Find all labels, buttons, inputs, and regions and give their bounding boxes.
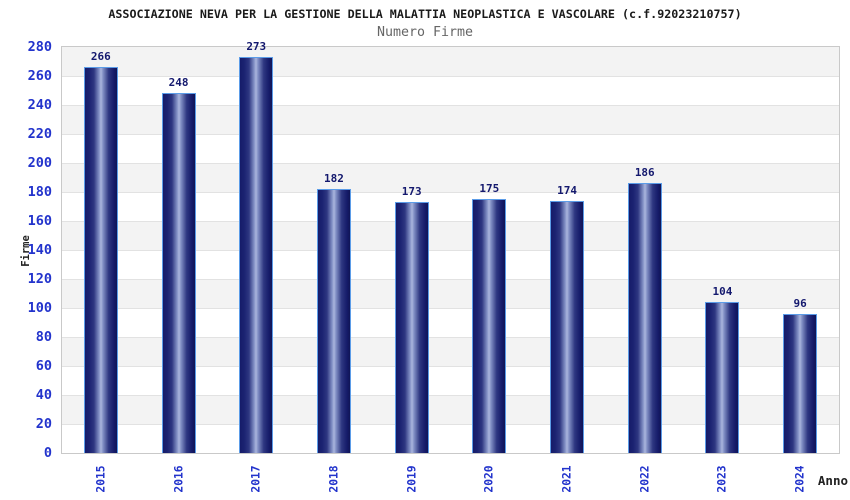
bar-2022 bbox=[627, 183, 662, 453]
bar-2017 bbox=[239, 57, 274, 453]
plot-area: 266 248 273 182 173 175 174 186 104 96 bbox=[61, 41, 840, 454]
x-tick-label-2019: 2019 bbox=[405, 465, 419, 493]
bar-2018 bbox=[316, 189, 351, 453]
gridline bbox=[62, 308, 839, 309]
bar-value-label: 186 bbox=[634, 166, 655, 180]
y-tick-label: 20 bbox=[35, 416, 52, 432]
y-tick-label: 0 bbox=[43, 445, 52, 461]
gridline bbox=[62, 337, 839, 338]
gridline bbox=[62, 192, 839, 193]
y-tick-label: 60 bbox=[35, 358, 52, 374]
gridline bbox=[62, 424, 839, 425]
bar-2024 bbox=[783, 313, 818, 453]
bar-2023 bbox=[705, 302, 740, 453]
y-tick-label: 80 bbox=[35, 329, 52, 345]
bar-value-label: 104 bbox=[712, 285, 733, 299]
y-tick-label: 200 bbox=[27, 155, 52, 171]
bar-value-label: 248 bbox=[168, 76, 189, 90]
x-tick-label-2017: 2017 bbox=[249, 465, 263, 493]
y-tick-label: 40 bbox=[35, 387, 52, 403]
x-tick-label-2016: 2016 bbox=[172, 465, 186, 493]
y-tick-label: 120 bbox=[27, 271, 52, 287]
bar-2020 bbox=[472, 199, 507, 453]
bar-value-label: 266 bbox=[90, 50, 111, 64]
chart-title: ASSOCIAZIONE NEVA PER LA GESTIONE DELLA … bbox=[108, 7, 742, 21]
y-tick-label: 220 bbox=[27, 126, 52, 142]
bar-value-label: 175 bbox=[479, 182, 500, 196]
x-tick-label-2021: 2021 bbox=[560, 465, 574, 493]
gridline bbox=[62, 163, 839, 164]
bar-value-label: 174 bbox=[557, 183, 577, 197]
gridline bbox=[62, 221, 839, 222]
bar-2021 bbox=[550, 200, 585, 453]
gridline bbox=[62, 134, 839, 135]
bar-2019 bbox=[394, 202, 429, 453]
x-axis-title: Anno bbox=[817, 473, 848, 488]
bar-value-label: 96 bbox=[793, 296, 807, 310]
x-tick-label-2022: 2022 bbox=[638, 465, 652, 493]
chart-subtitle: Numero Firme bbox=[376, 25, 474, 40]
y-tick-label: 140 bbox=[27, 242, 52, 258]
bar-value-label: 273 bbox=[246, 40, 267, 54]
y-tick-label: 260 bbox=[27, 68, 52, 84]
bar-value-label: 173 bbox=[401, 185, 422, 199]
gridline bbox=[62, 76, 839, 77]
y-tick-label: 160 bbox=[27, 213, 52, 229]
gridline bbox=[62, 366, 839, 367]
y-tick-label: 180 bbox=[27, 184, 52, 200]
bar-value-label: 182 bbox=[324, 172, 344, 186]
grid-band bbox=[62, 47, 839, 76]
gridline bbox=[62, 105, 839, 106]
y-tick-label: 100 bbox=[27, 300, 52, 316]
x-tick-label-2020: 2020 bbox=[482, 465, 496, 493]
gridline bbox=[62, 250, 839, 251]
y-tick-label: 280 bbox=[27, 39, 52, 55]
x-tick-label-2015: 2015 bbox=[94, 465, 108, 493]
gridline bbox=[62, 395, 839, 396]
bar-2015 bbox=[83, 67, 118, 453]
y-tick-label: 240 bbox=[27, 97, 52, 113]
bar-2016 bbox=[161, 93, 196, 453]
x-tick-label-2024: 2024 bbox=[793, 465, 807, 493]
x-tick-label-2018: 2018 bbox=[327, 465, 341, 493]
gridline bbox=[62, 279, 839, 280]
x-tick-label-2023: 2023 bbox=[715, 465, 729, 493]
